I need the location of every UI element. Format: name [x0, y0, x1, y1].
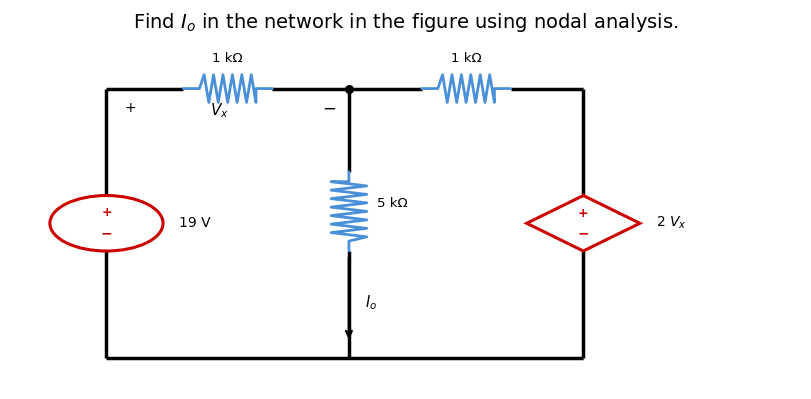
Text: $V_x$: $V_x$ [210, 101, 229, 120]
Text: $I_o$: $I_o$ [365, 293, 377, 312]
Text: 19 V: 19 V [179, 216, 211, 230]
Text: +: + [578, 207, 589, 220]
Text: −: − [577, 226, 589, 240]
Text: Find $I_o$ in the network in the figure using nodal analysis.: Find $I_o$ in the network in the figure … [133, 11, 678, 34]
Text: +: + [101, 206, 112, 219]
Text: −: − [101, 227, 112, 241]
Text: +: + [125, 101, 136, 115]
Text: 1 kΩ: 1 kΩ [451, 52, 482, 65]
Text: 5 kΩ: 5 kΩ [377, 197, 408, 210]
Polygon shape [526, 196, 640, 251]
Text: −: − [322, 99, 336, 117]
Text: 1 kΩ: 1 kΩ [212, 52, 243, 65]
Text: 2 $V_x$: 2 $V_x$ [656, 215, 687, 231]
